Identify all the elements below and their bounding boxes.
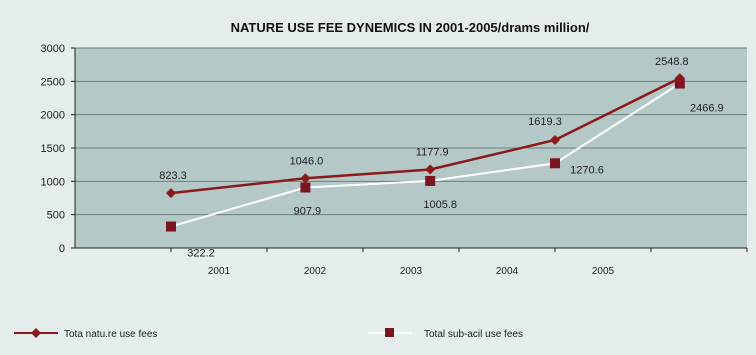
gridlines: [75, 47, 747, 216]
data-label: 907.9: [294, 205, 322, 217]
data-point-diamond: [674, 73, 685, 84]
x-tick-label: 2004: [496, 266, 519, 277]
data-label: 1619.3: [528, 116, 562, 128]
data-labels: 823.3 1046.0 1177.9 1619.3 2548.8 322.2 907.9 1…: [159, 56, 723, 259]
data-point-square: [674, 78, 685, 89]
data-label: 2466.9: [690, 103, 724, 115]
x-tick-labels: 2001 2002 2003 2004 2005: [170, 248, 748, 277]
y-tick-label: 0: [59, 243, 65, 255]
y-tick-label: 1500: [41, 143, 65, 155]
x-tick-label: 2002: [304, 266, 327, 277]
data-label: 1177.9: [416, 146, 449, 158]
series-layer: [166, 73, 685, 232]
data-point-diamond: [300, 173, 311, 184]
chart-title: NATURE USE FEE DYNEMICS IN 2001-2005/dra…: [231, 20, 590, 35]
data-point-diamond: [550, 135, 560, 146]
legend: Tota natu.re use fees Total sub-acil use…: [14, 328, 523, 340]
data-label: 322.2: [187, 248, 215, 260]
data-label: 1046.0: [290, 155, 324, 167]
legend-marker-diamond-icon: [31, 328, 41, 338]
data-label: 823.3: [159, 170, 187, 182]
y-tick-label: 2500: [41, 76, 65, 88]
x-tick-label: 2005: [592, 266, 615, 277]
data-point-square: [300, 182, 311, 193]
data-label: 1005.8: [423, 199, 457, 211]
data-label: 1270.6: [570, 164, 604, 176]
x-tick-label: 2003: [400, 266, 423, 277]
legend-item-total: Tota natu.re use fees: [14, 328, 157, 340]
y-tick-label: 2000: [41, 110, 65, 122]
data-point-square: [550, 158, 560, 169]
legend-label-subsoil: Total sub-acil use fees: [424, 329, 523, 340]
x-tick-label: 2001: [208, 266, 231, 277]
y-tick-label: 500: [47, 210, 65, 222]
data-point-diamond: [425, 164, 436, 175]
data-point-square: [425, 175, 436, 186]
data-point-diamond: [166, 188, 176, 199]
legend-label-total: Tota natu.re use fees: [64, 329, 157, 340]
legend-marker-square-icon: [385, 328, 394, 337]
data-point-square: [166, 221, 176, 232]
y-tick-label: 1000: [41, 176, 65, 188]
legend-item-subsoil: Total sub-acil use fees: [368, 328, 523, 340]
y-tick-labels: 0 500 1000 1500 2000 2500 3000: [41, 43, 75, 255]
data-label: 2548.8: [655, 56, 689, 68]
y-tick-label: 3000: [41, 43, 65, 55]
